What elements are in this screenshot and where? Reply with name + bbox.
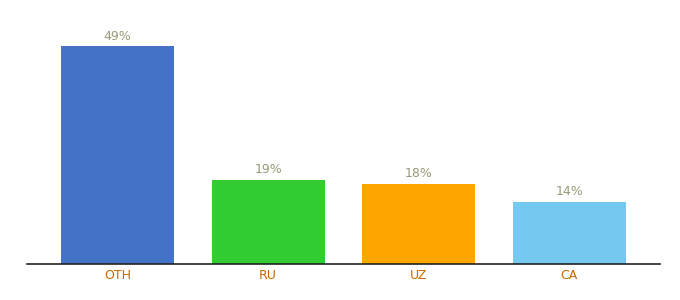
Text: 19%: 19% — [254, 163, 282, 176]
Bar — [61, 46, 174, 264]
Bar — [513, 202, 626, 264]
Text: 18%: 18% — [405, 167, 432, 180]
Bar — [362, 184, 475, 264]
Text: 14%: 14% — [556, 185, 583, 198]
Text: 49%: 49% — [103, 30, 131, 43]
Bar — [211, 179, 324, 264]
